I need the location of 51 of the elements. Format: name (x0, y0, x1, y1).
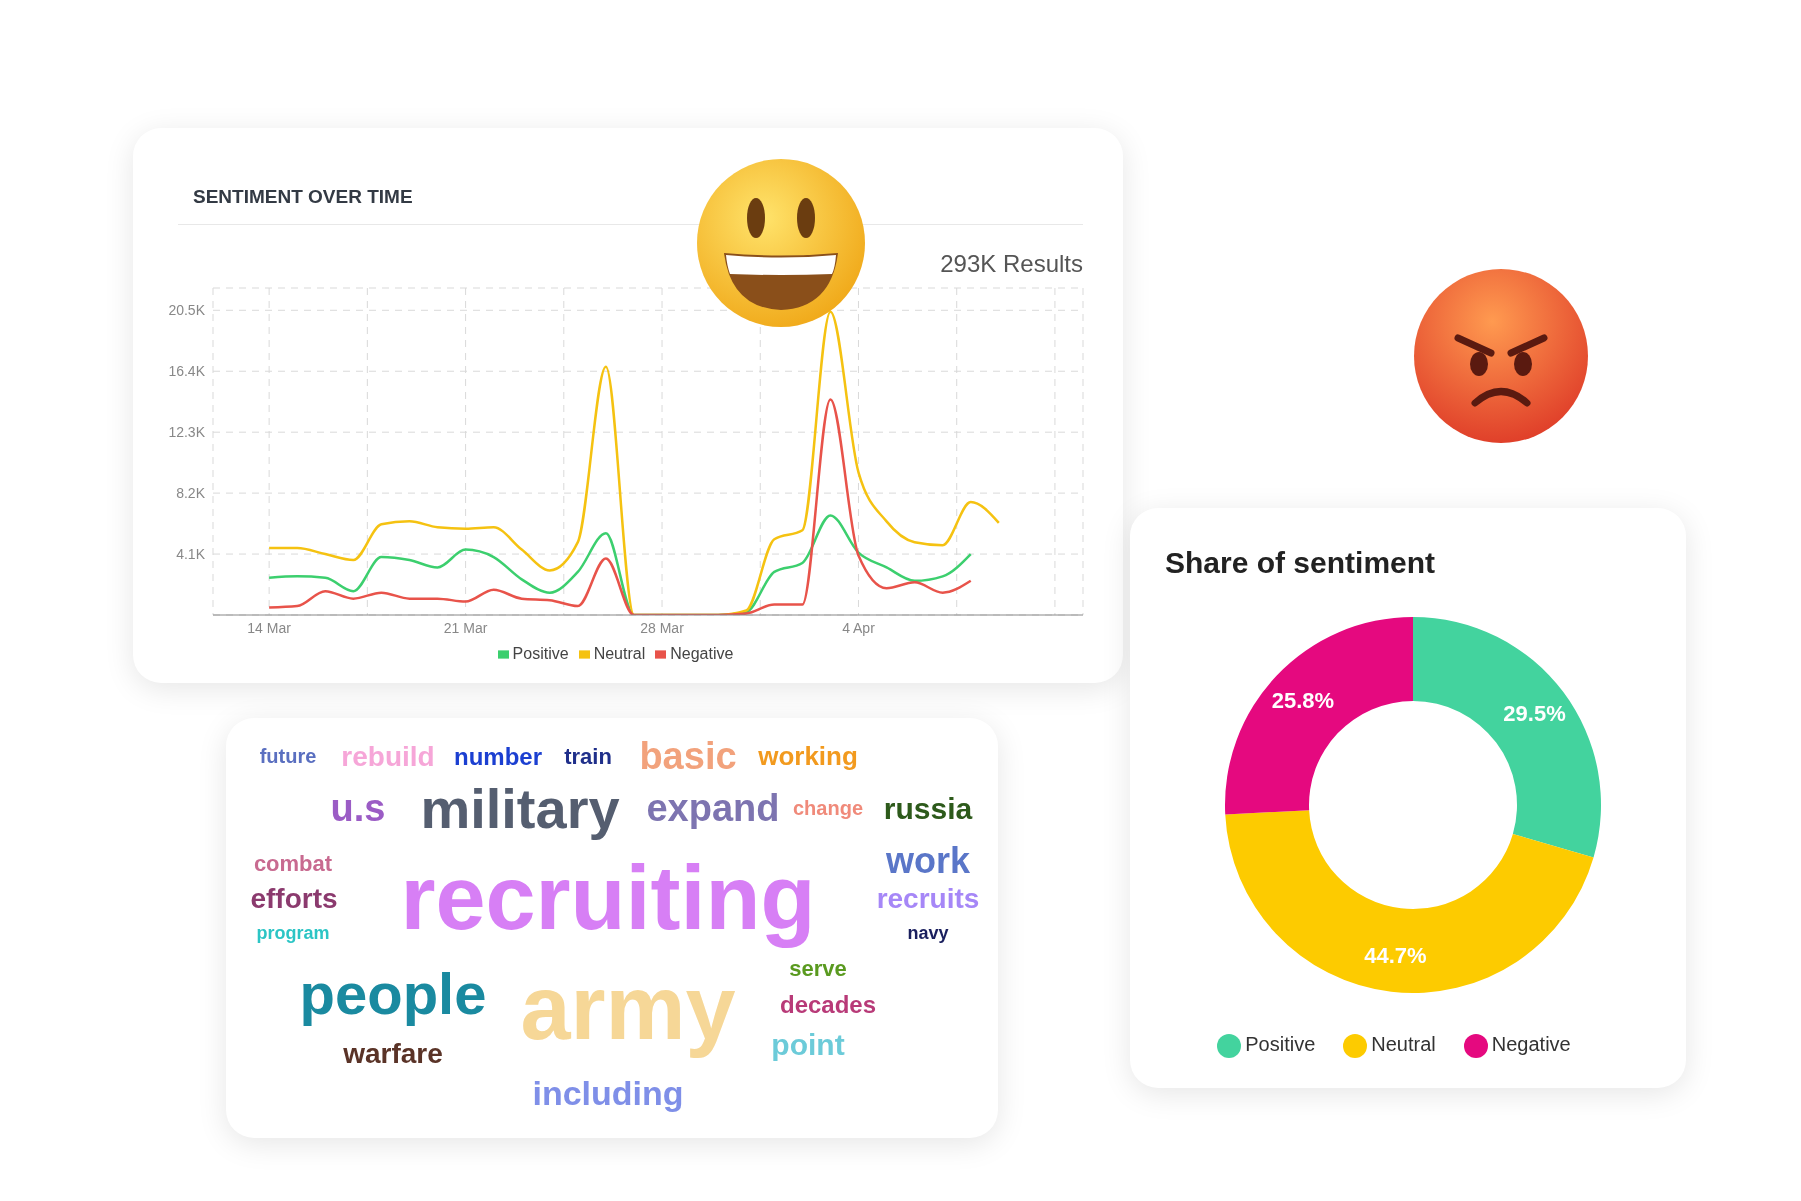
text: people (299, 960, 487, 1026)
text: future (259, 745, 317, 767)
text: efforts (250, 882, 338, 914)
chart-title: Share of sentiment (1165, 546, 1436, 580)
x-tick-label: 14 Mar (247, 619, 292, 636)
text: number (453, 742, 543, 770)
donut-slice (1225, 810, 1594, 993)
text: military (420, 776, 620, 840)
y-tick-label: 20.5K (168, 302, 206, 319)
text: work (884, 839, 971, 881)
y-tick-label: 16.4K (168, 363, 206, 380)
text: train (564, 743, 612, 769)
data-label: 29.5% (1503, 701, 1566, 727)
legend-label: Positive (1245, 1033, 1316, 1056)
text: decades (779, 990, 877, 1018)
x-tick-label: 28 Mar (640, 619, 685, 636)
text: combat (253, 850, 333, 876)
line-series (267, 310, 1001, 615)
legend-label: Neutral (593, 645, 646, 662)
y-tick-label: 8.2K (176, 485, 206, 502)
text: recruits (876, 882, 980, 914)
donut-slice (1225, 617, 1413, 815)
y-tick-label: 12.3K (168, 424, 206, 441)
legend-label: Negative (670, 645, 734, 662)
text: warfare (342, 1037, 443, 1069)
text: program (256, 923, 330, 943)
text: u.s (330, 787, 386, 829)
text: recruiting (400, 848, 816, 948)
data-label: 44.7% (1364, 943, 1427, 969)
text: rebuild (341, 740, 435, 772)
text: point (771, 1027, 845, 1061)
text: serve (789, 955, 847, 981)
legend-label: Neutral (1371, 1033, 1436, 1056)
chart-title: SENTIMENT OVER TIME (193, 186, 413, 208)
text: basic (639, 735, 737, 777)
text: army (520, 958, 736, 1058)
text: expand (646, 787, 780, 829)
text: russia (883, 791, 973, 825)
data-label: 25.8% (1271, 687, 1335, 713)
legend-label: Positive (512, 645, 569, 662)
text: including (532, 1074, 684, 1112)
text: working (757, 741, 858, 771)
text: change (792, 797, 864, 819)
x-tick-label: 4 Apr (842, 619, 876, 636)
legend-label: Negative (1491, 1033, 1571, 1056)
donut-slice (1413, 617, 1601, 858)
x-tick-label: 21 Mar (443, 619, 488, 636)
y-tick-label: 4.1K (176, 546, 206, 563)
text: 293K Results (940, 250, 1083, 278)
text: navy (907, 923, 949, 943)
line-series (267, 398, 972, 615)
